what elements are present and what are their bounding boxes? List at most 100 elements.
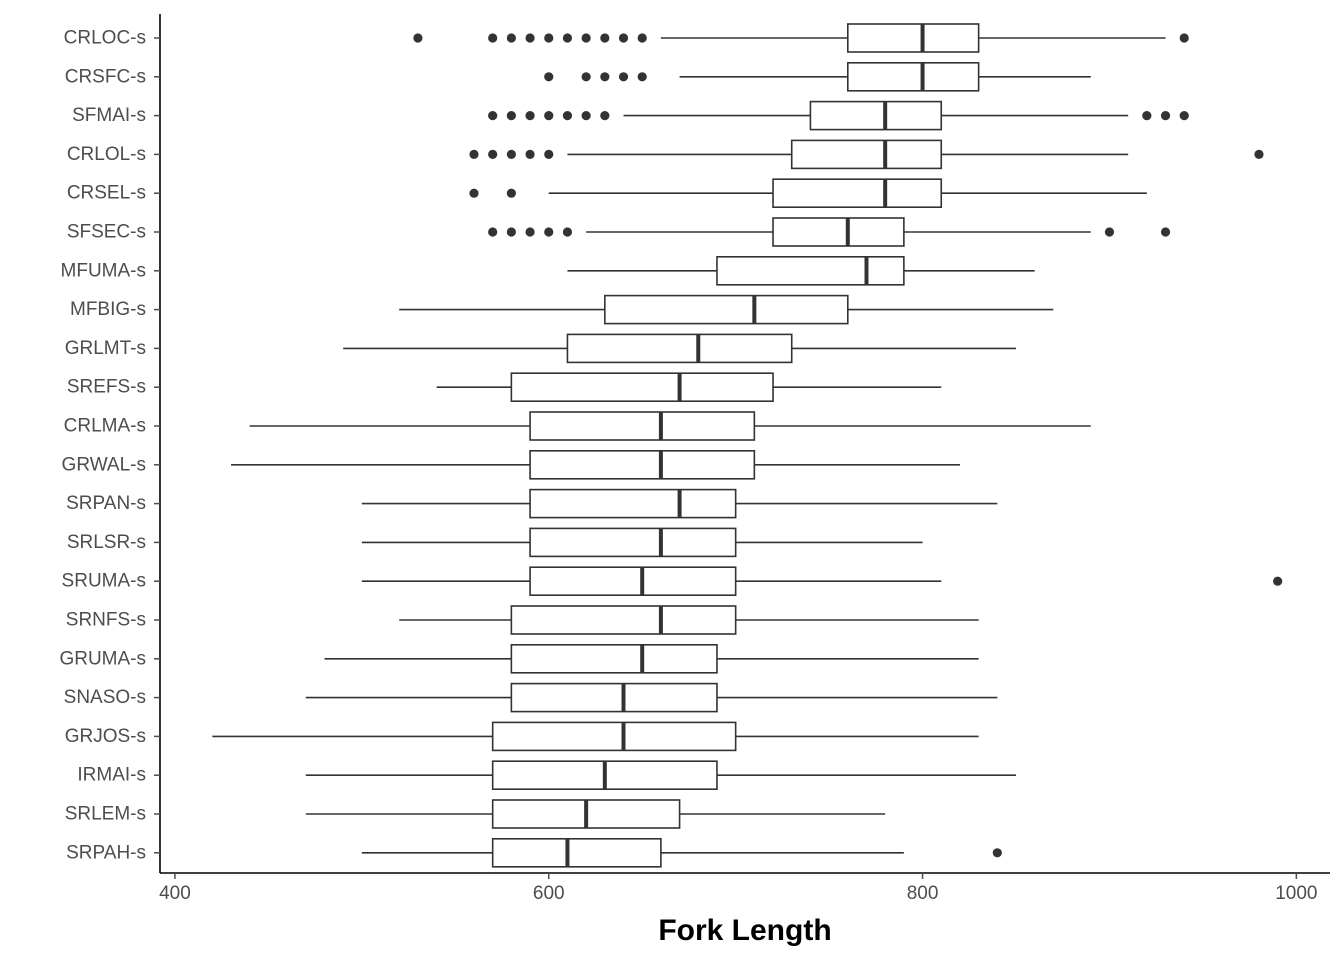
box-group — [305, 760, 1017, 791]
box-group — [399, 605, 979, 635]
box-group — [488, 100, 1189, 131]
box-group — [361, 837, 1002, 868]
box-group — [361, 488, 998, 519]
box-group — [305, 682, 998, 713]
box-group — [488, 217, 1171, 247]
y-tick-label: SRLEM-s — [65, 804, 146, 825]
outlier-point — [544, 227, 554, 237]
box — [529, 566, 737, 597]
box — [510, 372, 774, 403]
y-tick-label: SNASO-s — [64, 687, 146, 708]
outlier-point — [488, 33, 498, 43]
outlier-point — [525, 149, 535, 159]
y-tick-label: SFMAI-s — [72, 105, 146, 126]
y-tick-label: IRMAI-s — [77, 765, 146, 786]
y-tick-label: GRLMT-s — [65, 338, 146, 359]
outlier-point — [581, 72, 591, 82]
outlier-point — [618, 72, 629, 82]
outlier-point — [525, 227, 535, 237]
outlier-point — [469, 149, 479, 159]
y-tick-label: SFSEC-s — [67, 222, 146, 243]
y-tick-label: CRLOC-s — [64, 28, 146, 49]
box-group — [361, 527, 923, 558]
outlier-point — [1179, 33, 1189, 43]
box — [491, 837, 662, 868]
outlier-point — [544, 72, 554, 82]
y-tick-label: SRPAN-s — [66, 493, 146, 514]
y-tick-label: GRUMA-s — [59, 648, 146, 669]
outlier-point — [488, 111, 498, 121]
outlier-point — [469, 188, 479, 198]
outlier-point — [581, 111, 591, 121]
box-group — [413, 23, 1189, 53]
y-tick-label: SRLSR-s — [67, 532, 146, 553]
box — [604, 294, 849, 325]
x-tick-label: 400 — [159, 883, 191, 904]
outlier-point — [581, 33, 591, 43]
y-tick-label: GRJOS-s — [65, 726, 146, 747]
outlier-point — [1160, 111, 1171, 121]
outlier-point — [992, 848, 1002, 858]
outlier-point — [1142, 111, 1152, 121]
box — [510, 682, 718, 713]
box-group — [436, 372, 942, 403]
outlier-point — [637, 33, 647, 43]
outlier-point — [488, 149, 498, 159]
box — [772, 217, 905, 247]
box-group — [212, 721, 979, 752]
outlier-point — [525, 33, 535, 43]
box — [809, 100, 943, 131]
box — [529, 527, 737, 558]
outlier-point — [600, 72, 610, 82]
outlier-point — [544, 111, 554, 121]
y-tick-label: SRUMA-s — [62, 571, 146, 592]
y-tick-label: CRSFC-s — [65, 66, 146, 87]
outlier-point — [506, 33, 516, 43]
outlier-point — [600, 33, 610, 43]
outlier-point — [544, 149, 554, 159]
y-tick-label: CRLMA-s — [64, 416, 146, 437]
box — [510, 605, 737, 635]
box — [529, 488, 737, 519]
outlier-point — [1104, 227, 1115, 237]
outlier-point — [506, 111, 516, 121]
outlier-point — [562, 227, 573, 237]
y-tick-label: SREFS-s — [67, 377, 146, 398]
box-group — [343, 333, 1017, 364]
box — [772, 178, 943, 208]
outlier-point — [413, 33, 423, 43]
outlier-point — [1254, 149, 1264, 159]
y-tick-label: MFUMA-s — [61, 260, 146, 281]
box-group — [324, 643, 979, 674]
outlier-point — [544, 33, 554, 43]
y-tick-label: CRLOL-s — [67, 144, 146, 165]
x-tick-label: 600 — [533, 883, 565, 904]
box-group — [231, 449, 960, 480]
box-group — [305, 799, 886, 829]
box-group — [249, 411, 1091, 441]
box — [510, 643, 718, 674]
box-group — [469, 139, 1264, 170]
outlier-point — [562, 33, 573, 43]
outlier-point — [1179, 111, 1189, 121]
outlier-point — [506, 149, 516, 159]
outlier-point — [618, 33, 629, 43]
outlier-point — [506, 188, 516, 198]
box-group — [399, 294, 1054, 325]
box — [529, 449, 756, 480]
box-group — [469, 178, 1147, 208]
y-tick-label: SRPAH-s — [66, 842, 146, 863]
x-tick-label: 800 — [907, 883, 939, 904]
outlier-point — [600, 111, 610, 121]
box — [716, 255, 905, 286]
box — [491, 721, 737, 752]
outlier-point — [1273, 576, 1283, 586]
y-tick-label: CRSEL-s — [67, 183, 146, 204]
x-axis-title: Fork Length — [658, 914, 831, 947]
axes: CRLOC-s CRSFC-s SFMAI-s CRLOL-s CRSEL-s SFSEC… — [59, 14, 1330, 904]
x-tick-label: 1000 — [1275, 883, 1317, 904]
box — [529, 411, 756, 441]
outlier-point — [506, 227, 516, 237]
box-group — [567, 255, 1035, 286]
